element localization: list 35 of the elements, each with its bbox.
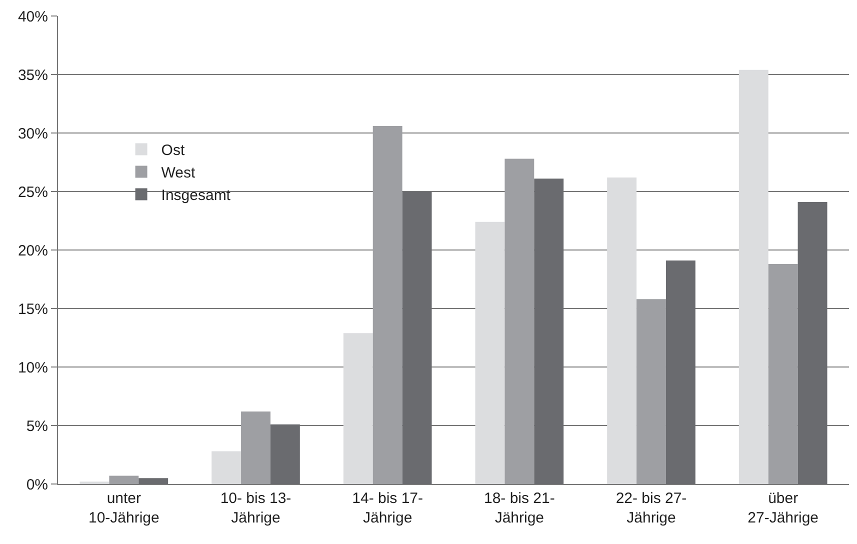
x-tick-label: 18- bis 21- Jährige xyxy=(484,490,555,526)
bar xyxy=(270,424,300,484)
bar xyxy=(768,264,798,484)
bar xyxy=(607,177,637,484)
x-tick-label: unter 10-Jährige xyxy=(88,490,160,526)
y-tick-label: 5% xyxy=(26,418,48,435)
y-tick-label: 10% xyxy=(18,359,48,376)
bar xyxy=(212,451,242,484)
legend-label: Ost xyxy=(161,142,186,160)
bar xyxy=(738,70,768,484)
bar xyxy=(138,478,168,484)
y-tick-label: 35% xyxy=(18,66,48,84)
x-tick-label: über 27-Jährige xyxy=(748,490,819,526)
bar xyxy=(666,260,696,484)
bar xyxy=(372,126,402,484)
bar xyxy=(636,299,666,484)
bar xyxy=(343,333,373,484)
bar xyxy=(241,411,270,484)
y-tick-label: 40% xyxy=(18,8,48,26)
bar xyxy=(402,192,432,484)
legend-label: Insgesamt xyxy=(161,187,232,204)
bar xyxy=(504,158,534,484)
y-tick-label: 30% xyxy=(18,125,48,142)
y-tick-label: 25% xyxy=(18,184,48,201)
bar xyxy=(534,178,564,484)
x-tick-label: 14- bis 17- Jährige xyxy=(352,490,424,526)
y-tick-label: 0% xyxy=(26,476,48,494)
x-tick-label: 22- bis 27- Jährige xyxy=(616,490,687,526)
y-tick-label: 20% xyxy=(18,242,48,260)
bar xyxy=(798,202,828,484)
legend-label: West xyxy=(161,164,196,182)
x-tick-label: 10- bis 13- Jährige xyxy=(220,490,292,526)
bar xyxy=(475,222,505,484)
y-tick-label: 15% xyxy=(18,300,48,318)
bar xyxy=(109,476,139,484)
